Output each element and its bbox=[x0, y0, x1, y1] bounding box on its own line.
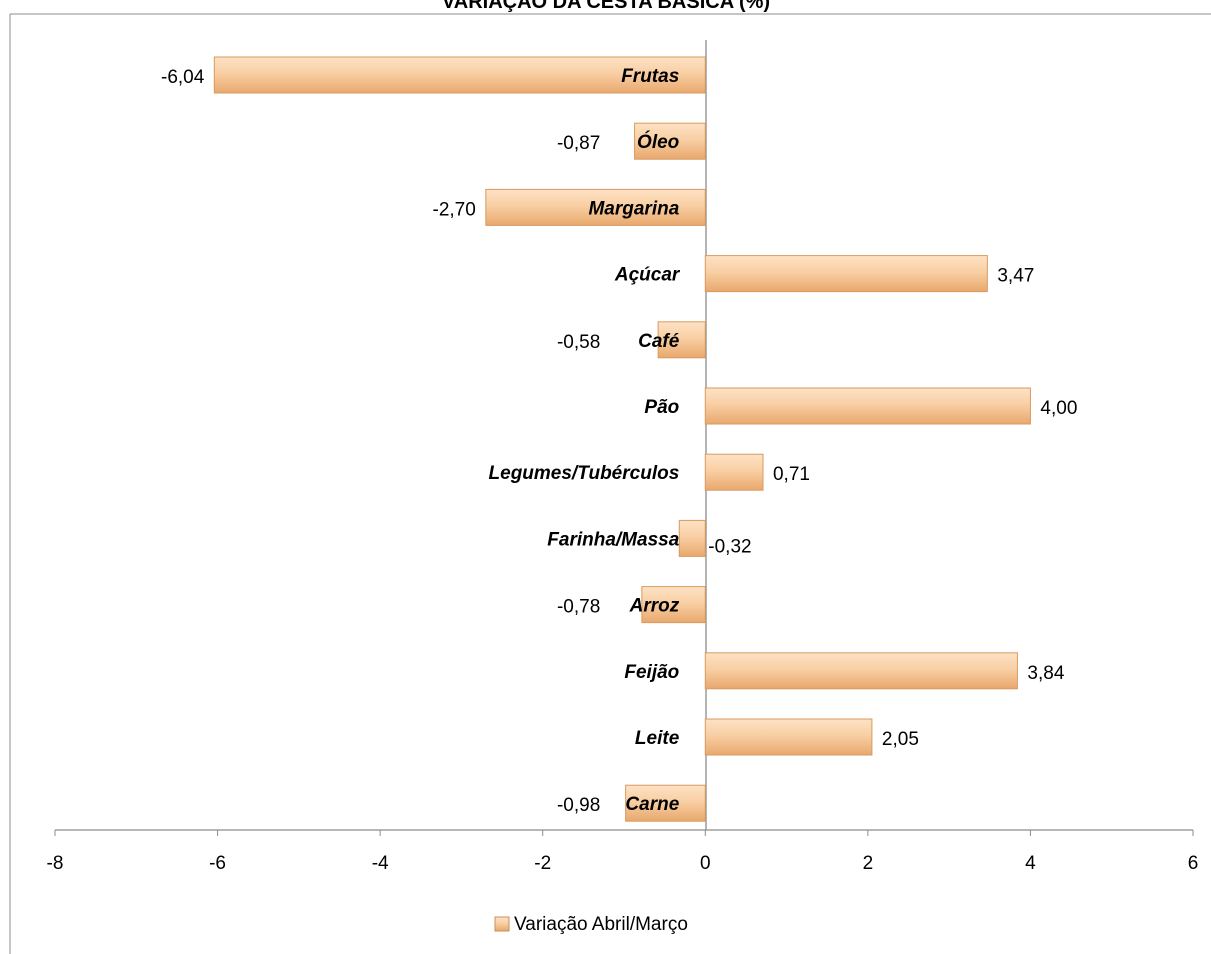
value-label-pao: 4,00 bbox=[1040, 398, 1077, 419]
value-label-oleo: -0,87 bbox=[557, 133, 600, 154]
category-label-carne: Carne bbox=[625, 794, 679, 815]
legend-swatch bbox=[494, 916, 510, 932]
bars-group bbox=[213, 56, 1031, 822]
x-tick-label: -6 bbox=[209, 853, 226, 874]
category-label-legumes-tuberculos: Legumes/Tubérculos bbox=[489, 463, 680, 484]
value-labels-group: -6,04 -0,87 -2,70 3,47 -0,58 4,00 0,71 -0,32 -0,… bbox=[161, 67, 1077, 816]
legend-entry: Variação Abril/Março bbox=[514, 914, 688, 935]
value-label-frutas: -6,04 bbox=[161, 67, 205, 88]
x-ticks-group: -8 -6 -4 -2 0 2 4 6 bbox=[47, 830, 1199, 874]
category-label-feijao: Feijão bbox=[624, 662, 679, 683]
value-label-feijao: 3,84 bbox=[1027, 663, 1064, 684]
value-label-acucar: 3,47 bbox=[997, 266, 1034, 287]
value-label-margarina: -2,70 bbox=[433, 199, 476, 220]
x-tick-label: -4 bbox=[372, 853, 389, 874]
x-tick-label: 2 bbox=[863, 853, 874, 874]
category-label-margarina: Margarina bbox=[588, 198, 679, 219]
bar-feijao bbox=[704, 652, 1018, 690]
x-tick-label: 4 bbox=[1025, 853, 1036, 874]
x-tick-label: -2 bbox=[534, 853, 551, 874]
category-label-farinha-massa: Farinha/Massa bbox=[547, 529, 679, 550]
category-label-frutas: Frutas bbox=[621, 66, 679, 87]
value-label-leite: 2,05 bbox=[882, 729, 919, 750]
bar-acucar bbox=[704, 255, 988, 293]
bar-carne bbox=[625, 784, 706, 822]
bar-farinha-massa bbox=[678, 519, 706, 557]
category-label-arroz: Arroz bbox=[629, 596, 680, 617]
bar-leite bbox=[704, 718, 873, 756]
value-label-cafe: -0,58 bbox=[557, 332, 600, 353]
bar-arroz bbox=[641, 586, 706, 624]
bar-frutas bbox=[213, 56, 706, 94]
x-tick-label: 0 bbox=[700, 853, 711, 874]
bar-oleo bbox=[634, 122, 706, 160]
value-label-carne: -0,98 bbox=[557, 795, 600, 816]
legend: Variação Abril/Março bbox=[494, 914, 688, 935]
bar-legumes-tuberculos bbox=[704, 453, 764, 491]
category-label-cafe: Café bbox=[638, 331, 680, 352]
value-label-legumes-tuberculos: 0,71 bbox=[773, 464, 810, 485]
value-label-arroz: -0,78 bbox=[557, 597, 600, 618]
category-label-pao: Pão bbox=[644, 397, 679, 418]
category-labels-group: Frutas Óleo Margarina Açúcar Café Pão Legumes/… bbox=[489, 66, 681, 815]
bar-cafe bbox=[657, 321, 706, 359]
x-tick-label: 6 bbox=[1188, 853, 1199, 874]
x-tick-label: -8 bbox=[47, 853, 64, 874]
category-label-oleo: Óleo bbox=[637, 131, 679, 153]
value-label-farinha-massa: -0,32 bbox=[708, 536, 751, 557]
bar-pao bbox=[704, 387, 1031, 425]
bar-margarina bbox=[485, 188, 706, 226]
category-label-acucar: Açúcar bbox=[614, 265, 681, 286]
category-label-leite: Leite bbox=[635, 728, 680, 749]
chart-title: VARIAÇÃO DA CESTA BÁSICA (%) bbox=[442, 0, 770, 13]
